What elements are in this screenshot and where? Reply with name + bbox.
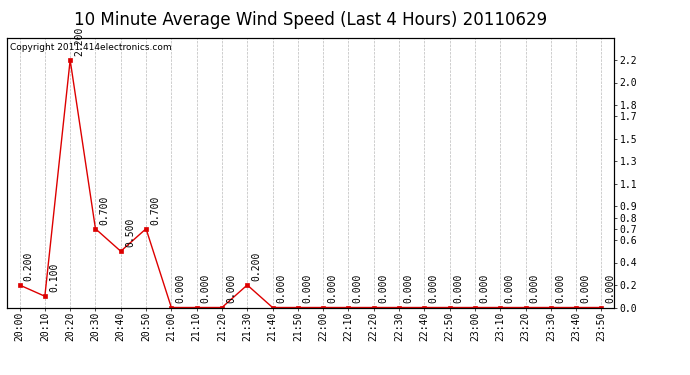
Text: 0.000: 0.000: [378, 274, 388, 303]
Text: 0.000: 0.000: [302, 274, 312, 303]
Text: 0.000: 0.000: [175, 274, 186, 303]
Text: 0.000: 0.000: [277, 274, 287, 303]
Text: 0.000: 0.000: [555, 274, 565, 303]
Text: 0.000: 0.000: [454, 274, 464, 303]
Text: 0.000: 0.000: [428, 274, 439, 303]
Text: 0.100: 0.100: [49, 263, 59, 292]
Text: 0.000: 0.000: [226, 274, 236, 303]
Text: 0.000: 0.000: [504, 274, 515, 303]
Text: 0.700: 0.700: [150, 195, 160, 225]
Text: 0.000: 0.000: [580, 274, 591, 303]
Text: 0.500: 0.500: [125, 218, 135, 247]
Text: 0.000: 0.000: [479, 274, 489, 303]
Text: Copyright 2011 414electronics.com: Copyright 2011 414electronics.com: [10, 43, 172, 52]
Text: 0.200: 0.200: [23, 252, 34, 281]
Text: 0.000: 0.000: [606, 274, 615, 303]
Text: 0.000: 0.000: [201, 274, 211, 303]
Text: 2.200: 2.200: [75, 27, 84, 56]
Text: 0.200: 0.200: [251, 252, 262, 281]
Text: 0.000: 0.000: [530, 274, 540, 303]
Text: 0.000: 0.000: [327, 274, 337, 303]
Text: 0.000: 0.000: [403, 274, 413, 303]
Text: 0.700: 0.700: [99, 195, 110, 225]
Text: 0.000: 0.000: [353, 274, 363, 303]
Text: 10 Minute Average Wind Speed (Last 4 Hours) 20110629: 10 Minute Average Wind Speed (Last 4 Hou…: [74, 11, 547, 29]
